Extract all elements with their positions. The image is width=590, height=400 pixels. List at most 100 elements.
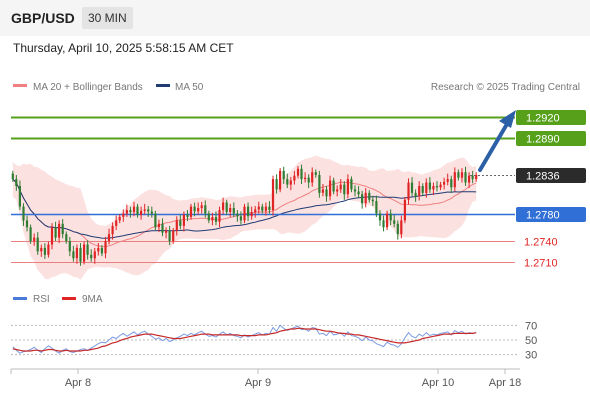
candle-body: [389, 213, 392, 221]
candle: [250, 206, 253, 220]
header-bar: GBP/USD 30 MIN: [0, 0, 590, 36]
candle: [261, 203, 264, 214]
candle-body: [407, 182, 410, 200]
candle: [100, 245, 103, 257]
candle: [414, 189, 417, 202]
candle: [136, 203, 139, 218]
candle: [318, 170, 321, 198]
candle-body: [453, 172, 456, 188]
candle: [207, 210, 210, 224]
candle: [443, 177, 446, 190]
candle-body: [304, 177, 307, 180]
candle-body: [311, 172, 314, 183]
candle: [157, 219, 160, 233]
candle-body: [214, 217, 218, 222]
candle-body: [250, 212, 253, 217]
candle-body: [79, 247, 82, 262]
candle: [400, 215, 403, 239]
timeframe-button[interactable]: 30 MIN: [82, 7, 133, 29]
candle: [50, 223, 54, 250]
rsi-legend-label: RSI: [33, 294, 50, 305]
candle-body: [211, 217, 214, 221]
candle-body: [40, 247, 43, 252]
candle-body: [321, 189, 324, 193]
level-label-1.2836: 1.2836: [526, 171, 560, 183]
candle: [229, 203, 232, 217]
candle: [350, 176, 353, 193]
candle: [425, 178, 428, 198]
candle-body: [435, 186, 439, 188]
candle-body: [229, 208, 232, 213]
candle-body: [464, 172, 467, 183]
candle: [286, 173, 289, 189]
candle-body: [378, 213, 382, 221]
candle-body: [225, 202, 228, 213]
candle: [75, 244, 78, 264]
candle-body: [271, 179, 275, 211]
candle-body: [368, 192, 371, 200]
candle: [464, 166, 467, 186]
candle: [396, 220, 399, 240]
candle: [289, 177, 292, 191]
candle-body: [197, 208, 200, 212]
candle: [200, 201, 203, 214]
candle-body: [339, 184, 342, 190]
time-tick-label: Apr 10: [422, 377, 454, 389]
candle: [143, 203, 146, 215]
candle: [232, 202, 235, 217]
candle-body: [443, 181, 446, 185]
candle-body: [22, 206, 25, 221]
level-tag-1.2836: [516, 168, 586, 183]
candle: [460, 168, 464, 183]
level-label-1.2890: 1.2890: [526, 134, 560, 146]
candle-body: [122, 213, 125, 217]
candle-body: [286, 179, 289, 185]
candle: [357, 186, 360, 198]
candle-body: [296, 168, 300, 176]
candle: [279, 168, 282, 193]
candle-body: [157, 223, 160, 228]
candle-body: [147, 209, 150, 212]
candle: [29, 224, 32, 244]
candle: [90, 249, 93, 262]
symbol-title: GBP/USD: [11, 10, 75, 26]
candle: [268, 201, 271, 214]
candle: [435, 181, 439, 192]
candle: [243, 203, 246, 224]
level-tag-1.2780: [516, 207, 586, 222]
candle: [247, 202, 250, 222]
candle-body: [86, 244, 89, 255]
candle-body: [58, 223, 61, 238]
candle-body: [410, 182, 414, 193]
rsi-level-label-50: 50: [525, 335, 537, 347]
candle-body: [200, 205, 203, 209]
candle-body: [236, 213, 239, 217]
rsi-level-label-30: 30: [525, 350, 537, 362]
candle-body: [300, 168, 303, 180]
candle-body: [168, 230, 171, 241]
candle-body: [414, 192, 417, 197]
candle: [311, 167, 314, 187]
candle-body: [104, 241, 107, 254]
candle-body: [140, 210, 143, 215]
candle: [165, 227, 168, 239]
candle-body: [450, 179, 453, 188]
candle: [61, 219, 64, 239]
candle: [132, 201, 136, 217]
candle: [11, 170, 14, 182]
candle-body: [396, 223, 399, 235]
candle: [97, 243, 100, 256]
candle: [107, 228, 111, 245]
candle-body: [375, 201, 378, 214]
candle: [25, 215, 29, 232]
candle: [218, 206, 221, 228]
candle: [457, 169, 460, 181]
candle-body: [33, 237, 36, 241]
candle: [122, 209, 125, 222]
ma9-legend-swatch: [62, 297, 76, 300]
candle: [58, 220, 61, 244]
candle-body: [350, 179, 353, 190]
candle-body: [357, 191, 360, 195]
